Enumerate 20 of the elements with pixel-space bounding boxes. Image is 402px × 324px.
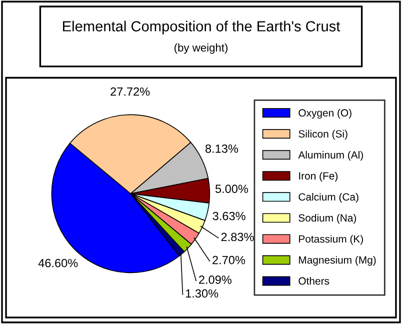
data-label: 27.72% bbox=[110, 87, 150, 96]
legend-label: Oxygen (O) bbox=[298, 108, 352, 119]
legend-label: Silicon (Si) bbox=[298, 130, 348, 140]
data-label: 2.09% bbox=[199, 276, 232, 284]
chart-title: Elemental Composition of the Earth's Crust bbox=[63, 20, 340, 34]
legend-label: Iron (Fe) bbox=[299, 172, 338, 182]
legend-label: Others bbox=[298, 277, 330, 285]
data-label: 8.13% bbox=[205, 144, 238, 153]
legend-label: Magnesium (Mg) bbox=[299, 256, 376, 266]
data-label: 5.00% bbox=[215, 184, 248, 194]
chart-subtitle: (by weight) bbox=[174, 43, 228, 54]
legend-label: Sodium (Na) bbox=[298, 214, 356, 224]
legend-label: Aluminum (Al) bbox=[298, 150, 363, 161]
data-label: 1.30% bbox=[186, 289, 218, 298]
legend-label: Potassium (K) bbox=[299, 235, 363, 245]
legend-label: Calcium (Ca) bbox=[298, 192, 358, 203]
data-label: 3.63% bbox=[212, 212, 246, 220]
data-label: 2.70% bbox=[212, 256, 246, 264]
data-label: 2.83% bbox=[221, 232, 254, 242]
data-label: 46.60% bbox=[38, 258, 78, 268]
